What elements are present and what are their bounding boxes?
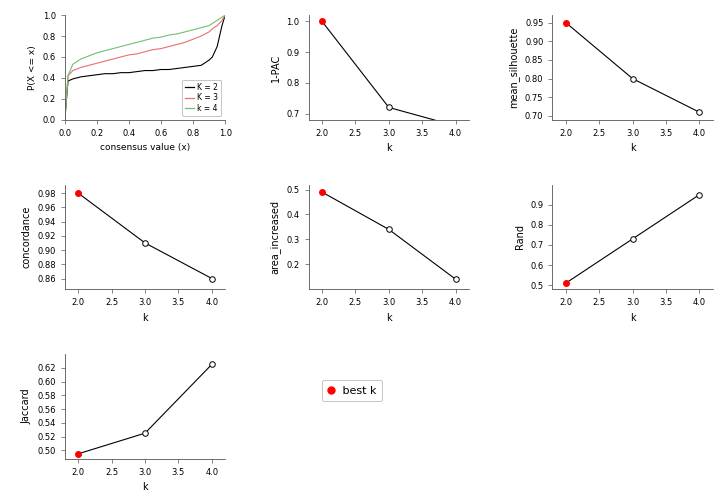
Y-axis label: concordance: concordance <box>22 206 32 268</box>
Y-axis label: area_increased: area_increased <box>270 200 281 274</box>
X-axis label: k: k <box>386 143 392 153</box>
X-axis label: k: k <box>630 313 636 323</box>
Y-axis label: Rand: Rand <box>515 224 525 249</box>
Y-axis label: mean_silhouette: mean_silhouette <box>508 27 519 108</box>
X-axis label: k: k <box>142 313 148 323</box>
X-axis label: k: k <box>386 313 392 323</box>
Legend: K = 2, K = 3, k = 4: K = 2, K = 3, k = 4 <box>182 80 221 116</box>
Legend:  best k: best k <box>322 380 382 401</box>
Y-axis label: P(X <= x): P(X <= x) <box>28 45 37 90</box>
X-axis label: consensus value (x): consensus value (x) <box>100 143 190 152</box>
Y-axis label: Jaccard: Jaccard <box>22 389 32 424</box>
X-axis label: k: k <box>142 482 148 492</box>
X-axis label: k: k <box>630 143 636 153</box>
Y-axis label: 1-PAC: 1-PAC <box>271 53 281 82</box>
